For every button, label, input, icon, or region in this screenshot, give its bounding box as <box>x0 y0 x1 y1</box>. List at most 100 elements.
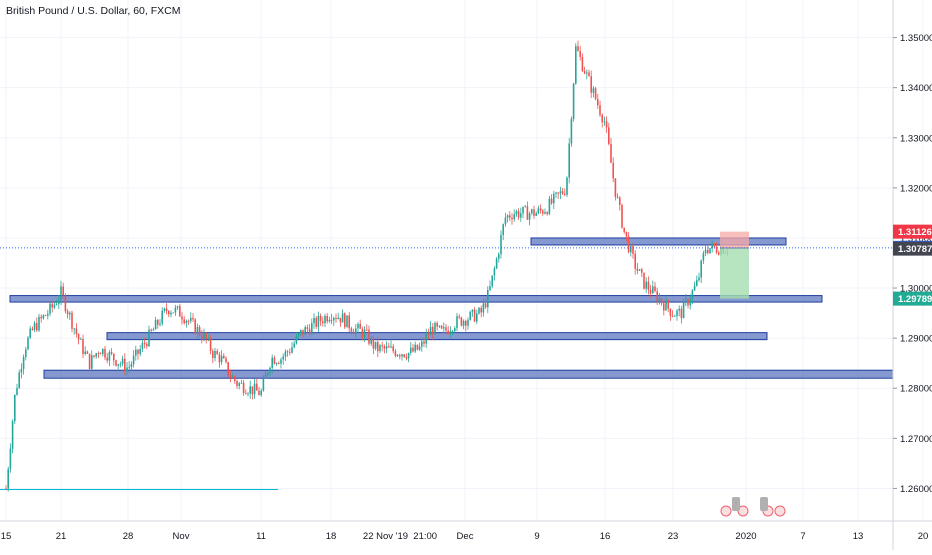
candle-body <box>60 286 62 300</box>
price-tick-label: 1.34000 <box>900 83 932 94</box>
candle-body <box>218 354 221 363</box>
candle-body <box>438 325 441 327</box>
candle-body <box>33 323 36 330</box>
candle-body <box>597 99 599 106</box>
candle-body <box>718 252 720 255</box>
candle-body <box>687 299 689 306</box>
candle-body <box>504 217 507 225</box>
candle-body <box>561 191 564 194</box>
candle-body <box>616 197 619 198</box>
candle-body <box>526 206 529 220</box>
candle-body <box>625 231 628 237</box>
candle-body <box>405 356 408 359</box>
candle-body <box>75 328 78 334</box>
candle-body <box>194 319 196 334</box>
candle-body <box>306 327 309 329</box>
candle-body <box>201 335 203 340</box>
candle-body <box>577 46 579 52</box>
candle-body <box>473 309 476 322</box>
candle-body <box>383 346 386 349</box>
candle-body <box>322 321 324 324</box>
candle-body <box>660 298 663 304</box>
price-axis: 1.35000 1.34000 1.33000 1.32000 1.31000 1.300… <box>893 33 932 495</box>
candle-body <box>128 366 130 368</box>
candle-body <box>62 286 64 296</box>
candle-body <box>502 224 504 236</box>
candle-body <box>25 349 27 358</box>
candle-body <box>29 328 31 338</box>
time-tick-label: 16 <box>600 531 611 542</box>
candle-body <box>511 217 513 220</box>
candle-body <box>456 316 458 329</box>
candle-body <box>605 121 608 128</box>
candle-body <box>476 313 478 322</box>
candle-body <box>612 162 614 179</box>
candle-body <box>341 313 344 323</box>
candle-body <box>181 316 183 320</box>
candle-body <box>269 367 271 373</box>
candle-body <box>348 315 350 329</box>
candle-body <box>407 352 410 359</box>
time-tick-label: 28 <box>123 531 134 542</box>
support-resistance-zone <box>9 295 823 303</box>
candle-body <box>467 319 469 326</box>
candle-body <box>58 299 60 304</box>
support-resistance-zone <box>43 369 894 379</box>
candle-body <box>553 193 555 204</box>
candle-body <box>491 275 493 287</box>
candle-body <box>542 210 544 214</box>
time-tick-label: Dec <box>457 531 474 542</box>
candle-body <box>40 316 42 319</box>
candle-body <box>396 355 399 357</box>
event-flag-icon <box>760 497 768 511</box>
candle-body <box>458 316 460 318</box>
candle-body <box>649 289 652 294</box>
candle-body <box>379 345 381 352</box>
event-marker-icon <box>774 505 786 517</box>
candle-body <box>97 353 100 354</box>
candle-body <box>214 351 216 359</box>
candle-body <box>359 323 361 329</box>
candle-body <box>207 338 210 340</box>
candle-body <box>262 378 265 391</box>
candle-body <box>91 355 93 369</box>
candle-body <box>436 322 438 327</box>
candle-body <box>641 269 643 273</box>
candle-body <box>401 354 403 357</box>
candle-body <box>515 211 518 215</box>
candle-body <box>363 329 366 338</box>
candle-body <box>715 246 718 253</box>
candle-body <box>333 317 335 321</box>
candle-body <box>462 320 465 326</box>
candle-body <box>82 338 84 354</box>
candle-body <box>634 253 636 269</box>
candle-body <box>27 337 29 350</box>
candle-body <box>150 329 152 331</box>
candle-body <box>304 327 306 335</box>
candle-body <box>152 329 155 331</box>
candle-body <box>676 310 678 316</box>
candle-body <box>22 357 25 369</box>
candle-body <box>172 312 174 314</box>
candle-body <box>350 328 353 332</box>
candle-body <box>583 71 586 74</box>
candle-body <box>328 319 331 322</box>
candle-body <box>132 355 135 365</box>
candle-body <box>423 341 425 344</box>
candle-body <box>361 328 364 338</box>
candle-body <box>394 351 397 357</box>
candle-body <box>610 143 612 163</box>
candle-body <box>544 212 546 214</box>
candle-body <box>251 386 254 395</box>
candle-body <box>372 337 375 349</box>
candle-body <box>9 448 12 470</box>
candle-body <box>49 303 51 314</box>
candle-body <box>163 308 166 311</box>
candle-body <box>614 178 617 198</box>
candle-body <box>44 315 47 316</box>
candle-body <box>418 346 421 350</box>
candle-body <box>416 344 419 350</box>
candle-body <box>429 326 432 336</box>
